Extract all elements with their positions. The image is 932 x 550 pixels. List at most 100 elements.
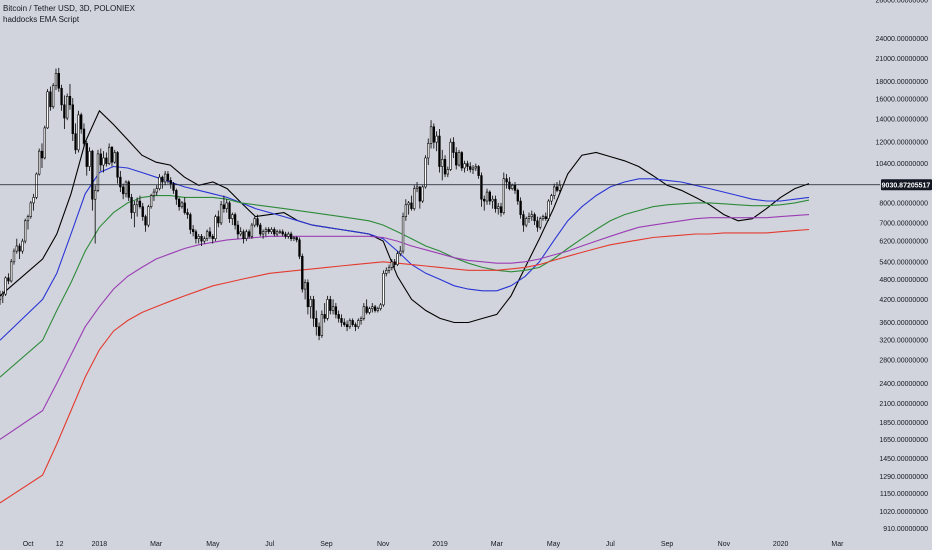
candle[interactable] xyxy=(71,98,74,141)
candle[interactable] xyxy=(46,89,49,130)
candle[interactable] xyxy=(558,180,561,194)
candle[interactable] xyxy=(93,185,97,244)
candle[interactable] xyxy=(508,177,511,191)
price-axis[interactable]: 28000.00000000 24000.00000000 21000.000000… xyxy=(875,0,928,533)
candle[interactable] xyxy=(396,251,399,267)
candle[interactable] xyxy=(429,120,433,149)
candle[interactable] xyxy=(133,201,136,228)
candle[interactable] xyxy=(516,188,519,205)
candle[interactable] xyxy=(155,185,158,196)
candle[interactable] xyxy=(32,193,35,211)
candle[interactable] xyxy=(474,163,477,171)
candle[interactable] xyxy=(26,214,30,230)
candle[interactable] xyxy=(326,295,329,321)
candle[interactable] xyxy=(273,227,276,237)
candle[interactable] xyxy=(499,202,503,217)
candle[interactable] xyxy=(68,83,72,110)
candle[interactable] xyxy=(298,237,301,260)
candle[interactable] xyxy=(469,162,472,173)
candle[interactable] xyxy=(449,138,452,171)
candle[interactable] xyxy=(485,188,489,205)
candle[interactable] xyxy=(245,229,248,242)
candle[interactable] xyxy=(452,137,455,158)
candle[interactable] xyxy=(211,234,214,244)
candle[interactable] xyxy=(264,227,268,237)
candle[interactable] xyxy=(466,160,469,171)
candle[interactable] xyxy=(7,273,10,285)
candle[interactable] xyxy=(345,320,349,332)
candle[interactable] xyxy=(138,195,142,209)
candle[interactable] xyxy=(208,227,212,239)
candle[interactable] xyxy=(292,236,296,242)
candle[interactable] xyxy=(541,214,545,221)
candle[interactable] xyxy=(536,216,539,232)
plot-area[interactable] xyxy=(0,67,810,504)
candle[interactable] xyxy=(161,175,164,189)
candle[interactable] xyxy=(544,212,547,221)
candle[interactable] xyxy=(553,183,556,200)
candle[interactable] xyxy=(96,149,100,193)
candle[interactable] xyxy=(18,243,21,260)
candle[interactable] xyxy=(278,229,282,235)
candle[interactable] xyxy=(52,83,55,109)
candle[interactable] xyxy=(415,181,419,193)
candle[interactable] xyxy=(110,145,114,167)
candle[interactable] xyxy=(502,172,505,215)
candle[interactable] xyxy=(54,68,58,90)
candle[interactable] xyxy=(522,210,525,232)
candle[interactable] xyxy=(0,290,2,305)
candle[interactable] xyxy=(471,165,475,175)
candle[interactable] xyxy=(105,152,108,167)
candle[interactable] xyxy=(435,131,438,152)
candle[interactable] xyxy=(525,216,528,228)
candle[interactable] xyxy=(320,310,324,338)
candle[interactable] xyxy=(231,212,234,226)
candle[interactable] xyxy=(334,303,338,319)
candle[interactable] xyxy=(418,186,422,209)
candle[interactable] xyxy=(371,303,374,313)
candle[interactable] xyxy=(4,276,7,296)
candle[interactable] xyxy=(390,259,394,271)
candle[interactable] xyxy=(49,86,52,111)
candle[interactable] xyxy=(312,295,315,327)
candle[interactable] xyxy=(21,238,24,254)
candle[interactable] xyxy=(91,149,94,211)
candle[interactable] xyxy=(519,197,522,219)
candle[interactable] xyxy=(183,197,186,215)
candle[interactable] xyxy=(317,322,321,341)
candle[interactable] xyxy=(102,151,105,173)
candle[interactable] xyxy=(189,212,192,235)
candle[interactable] xyxy=(323,303,326,323)
candle[interactable] xyxy=(1,290,4,304)
candle[interactable] xyxy=(225,199,228,213)
candle[interactable] xyxy=(494,195,497,213)
candle[interactable] xyxy=(200,234,203,247)
candle[interactable] xyxy=(497,202,500,215)
candle[interactable] xyxy=(186,208,189,219)
candle[interactable] xyxy=(15,238,18,254)
candle[interactable] xyxy=(399,246,402,257)
candle[interactable] xyxy=(228,201,231,223)
candle[interactable] xyxy=(66,93,69,121)
candle[interactable] xyxy=(438,129,441,173)
candle[interactable] xyxy=(432,123,436,149)
candle[interactable] xyxy=(295,236,298,243)
candle[interactable] xyxy=(533,212,536,226)
candle[interactable] xyxy=(547,199,550,221)
candle[interactable] xyxy=(239,227,242,237)
candle[interactable] xyxy=(287,231,290,239)
candle[interactable] xyxy=(222,195,226,213)
candle[interactable] xyxy=(144,214,147,232)
candle[interactable] xyxy=(275,229,279,237)
candle[interactable] xyxy=(351,318,354,327)
candle[interactable] xyxy=(446,166,450,178)
candle[interactable] xyxy=(413,185,416,211)
candle[interactable] xyxy=(175,188,178,205)
candle[interactable] xyxy=(43,125,46,160)
candle[interactable] xyxy=(163,170,167,186)
candle[interactable] xyxy=(483,195,486,211)
candle[interactable] xyxy=(513,181,517,194)
candle[interactable] xyxy=(427,138,430,166)
candle[interactable] xyxy=(57,67,60,92)
candle[interactable] xyxy=(127,180,130,202)
